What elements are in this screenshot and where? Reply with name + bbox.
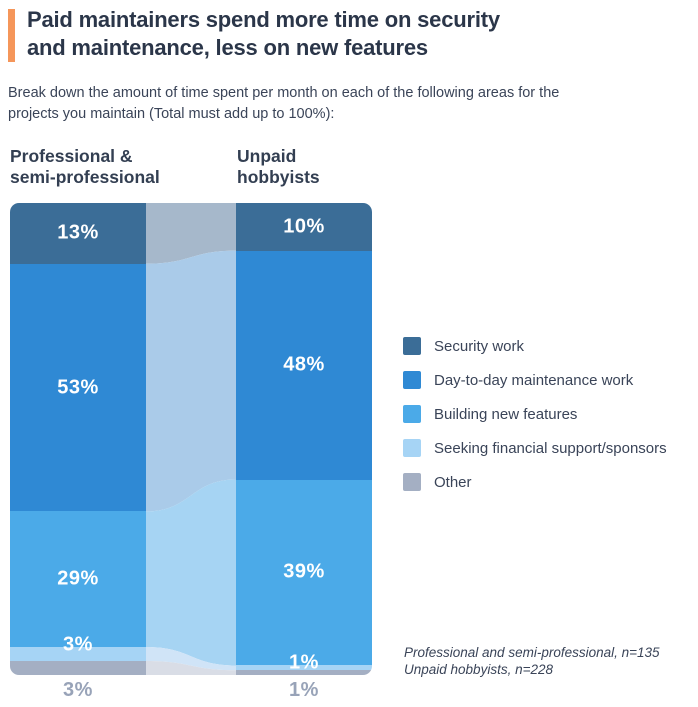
column-header-line: hobbyists	[237, 167, 320, 187]
segment-value-label-hobbyists: 39%	[283, 560, 325, 583]
column-header-line: Unpaid	[237, 146, 297, 166]
legend-label: Seeking financial support/sponsors	[434, 439, 667, 457]
legend-label: Other	[434, 473, 472, 491]
legend-label: Building new features	[434, 405, 578, 423]
other-value-label-professional: 3%	[63, 679, 93, 701]
footnote-line-2: Unpaid hobbyists, n=228	[404, 662, 553, 677]
legend-swatch-icon	[403, 473, 421, 491]
legend-item: Seeking financial support/sponsors	[403, 439, 667, 457]
stacked-bar-flow-chart: 13% 53% 29% 3% 3% 10% 48% 39% 1% 1%	[10, 203, 372, 703]
title-line-1: Paid maintainers spend more time on secu…	[27, 7, 500, 32]
segment-value-label-hobbyists: 48%	[283, 353, 325, 376]
bar-segment-professional-5	[10, 660, 146, 675]
bar-segment-hobbyists-5	[236, 670, 372, 675]
bar-segment-hobbyists-3	[236, 479, 372, 666]
flow-band-security-work	[146, 203, 236, 264]
legend-swatch-icon	[403, 405, 421, 423]
stacked-bar-hobbyists	[236, 203, 372, 675]
survey-question-text: Break down the amount of time spent per …	[8, 85, 560, 122]
bar-segment-professional-4	[10, 646, 146, 661]
column-header-line: Professional &	[10, 146, 133, 166]
flow-band-other	[146, 660, 236, 675]
title-accent-bar	[8, 9, 15, 62]
footnote-line-1: Professional and semi-professional, n=13…	[404, 645, 660, 660]
legend-item: Other	[403, 473, 667, 491]
stacked-bar-professional	[10, 203, 146, 675]
bar-segment-hobbyists-1	[236, 203, 372, 251]
column-header-professional: Professional & semi-professional	[10, 146, 160, 188]
bar-segment-professional-1	[10, 203, 146, 264]
title-line-2: and maintenance, less on new features	[27, 35, 428, 60]
segment-value-label-professional: 53%	[57, 376, 99, 399]
segment-value-label-professional: 3%	[63, 633, 93, 656]
column-header-line: semi-professional	[10, 167, 160, 187]
flow-band-day-to-day-maintenance-work	[146, 250, 236, 512]
bar-segment-professional-3	[10, 511, 146, 647]
sample-size-footnote: Professional and semi-professional, n=13…	[404, 644, 660, 678]
page-title: Paid maintainers spend more time on secu…	[27, 6, 627, 62]
bar-segment-professional-2	[10, 263, 146, 512]
legend-swatch-icon	[403, 439, 421, 457]
flow-band-seeking-financial-support-sponsors	[146, 646, 236, 671]
flow-band-building-new-features	[146, 479, 236, 666]
legend-swatch-icon	[403, 337, 421, 355]
legend-label: Security work	[434, 337, 525, 355]
segment-value-label-hobbyists: 1%	[289, 651, 319, 674]
legend-item: Building new features	[403, 405, 667, 423]
legend: Security work Day-to-day maintenance work…	[403, 337, 667, 507]
legend-label: Day-to-day maintenance work	[434, 371, 634, 389]
flow-connector	[146, 203, 236, 675]
other-value-label-hobbyists: 1%	[289, 679, 319, 701]
bar-segment-hobbyists-2	[236, 250, 372, 480]
segment-value-label-professional: 29%	[57, 567, 99, 590]
legend-swatch-icon	[403, 371, 421, 389]
segment-value-label-professional: 13%	[57, 221, 99, 244]
bar-segment-hobbyists-4	[236, 665, 372, 671]
column-header-hobbyists: Unpaid hobbyists	[237, 146, 320, 188]
segment-value-label-hobbyists: 10%	[283, 215, 325, 238]
legend-item: Security work	[403, 337, 667, 355]
legend-item: Day-to-day maintenance work	[403, 371, 667, 389]
